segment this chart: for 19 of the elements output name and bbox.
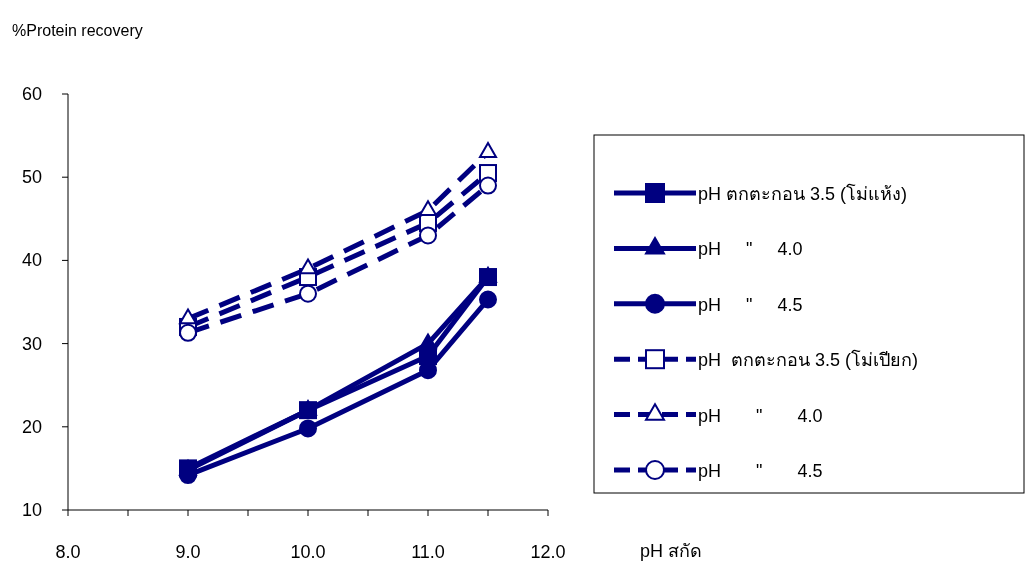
x-tick-label: 9.0 bbox=[175, 542, 201, 562]
y-tick-label: 40 bbox=[21, 250, 42, 271]
legend-label: pH " 4.5 bbox=[698, 294, 803, 315]
y-tick-label: 20 bbox=[21, 416, 42, 437]
legend-label: pH " 4.0 bbox=[698, 405, 823, 426]
x-tick-label: 10.0 bbox=[290, 542, 326, 562]
y-tick-label: 50 bbox=[21, 167, 42, 188]
x-tick-label: 12.0 bbox=[530, 542, 566, 562]
y-tick-label: 10 bbox=[21, 500, 42, 520]
legend-label: pH ตกตะกอน 3.5 (โม่แห้ง) bbox=[698, 183, 908, 204]
y-axis-title: %Protein recovery bbox=[12, 22, 143, 39]
y-tick-label: 30 bbox=[21, 333, 42, 354]
legend-label: pH " 4.0 bbox=[698, 239, 803, 260]
x-tick-label: 8.0 bbox=[55, 542, 81, 562]
x-tick-label: 11.0 bbox=[411, 542, 445, 562]
y-tick-label: 60 bbox=[21, 84, 42, 104]
x-axis-title: pH สกัด bbox=[640, 541, 703, 561]
legend-label: pH " 4.5 bbox=[698, 461, 823, 481]
legend-label: pH ตกตะกอน 3.5 (โม่เปียก) bbox=[698, 349, 919, 371]
